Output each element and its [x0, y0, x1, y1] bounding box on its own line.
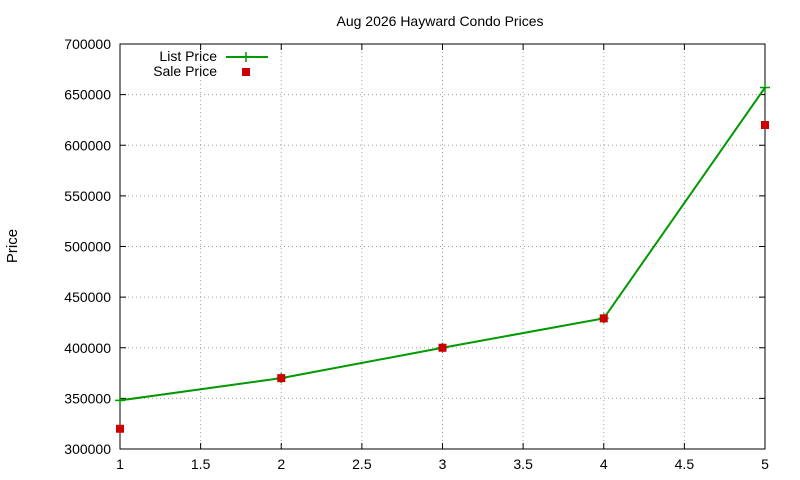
point-sale-price: [599, 314, 608, 323]
legend-marker-list-price: [241, 52, 251, 62]
x-tick-label: 3.5: [513, 456, 533, 472]
x-tick-label: 5: [761, 456, 769, 472]
grid: [120, 44, 765, 449]
plot-frame: [119, 43, 766, 450]
y-tick-label: 350000: [64, 390, 111, 406]
y-axis-label: Price: [4, 229, 21, 263]
point-sale-price: [277, 374, 286, 383]
y-tick-label: 450000: [64, 289, 111, 305]
y-tick-labels: 300000 350000 400000 450000 500000 550000 6000…: [64, 36, 111, 457]
legend: List Price Sale Price: [153, 48, 268, 79]
y-tick-label: 550000: [64, 188, 111, 204]
x-tick-label: 3: [439, 456, 447, 472]
x-tick-labels: 1 1.5 2 2.5 3 3.5 4 4.5 5: [116, 456, 769, 472]
x-tick-label: 4: [600, 456, 608, 472]
series-layer: [115, 82, 770, 433]
x-tick-label: 1: [116, 456, 124, 472]
x-tick-label: 4.5: [675, 456, 695, 472]
point-sale-price: [761, 121, 769, 129]
y-tick-label: 400000: [64, 340, 111, 356]
x-tick-label: 2: [277, 456, 285, 472]
legend-label-sale-price: Sale Price: [153, 63, 217, 79]
point-sale-price: [438, 343, 447, 352]
y-tick-label: 500000: [64, 239, 111, 255]
y-tick-label: 600000: [64, 137, 111, 153]
series-line-list-price: [119, 86, 766, 402]
y-tick-label: 700000: [64, 36, 111, 52]
x-tick-label: 2.5: [352, 456, 372, 472]
legend-marker-sale-price: [242, 68, 250, 76]
y-tick-label: 300000: [64, 441, 111, 457]
chart-title: Aug 2026 Hayward Condo Prices: [336, 13, 543, 29]
point-sale-price: [116, 424, 124, 433]
point-list-price: [115, 395, 125, 406]
point-list-price: [760, 82, 770, 93]
x-tick-label: 1.5: [191, 456, 211, 472]
y-tick-label: 650000: [64, 87, 111, 103]
legend-label-list-price: List Price: [159, 48, 217, 64]
